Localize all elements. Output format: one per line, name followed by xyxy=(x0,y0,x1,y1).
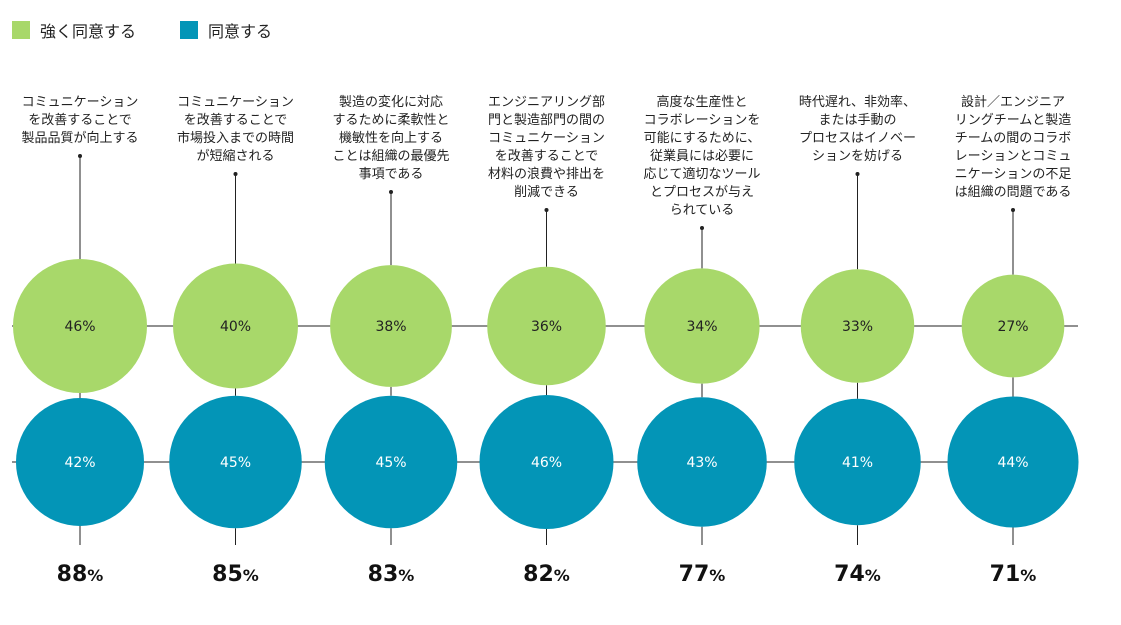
connector-dot xyxy=(389,190,393,194)
bubble-strongly-agree xyxy=(961,274,1065,378)
connector-dot xyxy=(1011,208,1015,212)
legend-swatch-agree xyxy=(180,21,199,39)
legend: 強く同意する 同意する xyxy=(12,18,316,42)
bubble-value-strongly-agree: 34% xyxy=(686,319,717,335)
bubble-agree xyxy=(169,395,302,529)
connector-dot xyxy=(544,208,549,212)
connector-dot xyxy=(233,172,238,176)
total-label: 77% xyxy=(642,562,762,587)
total-unit: % xyxy=(1020,566,1037,585)
bubble-value-agree: 43% xyxy=(686,455,717,471)
total-unit: % xyxy=(242,566,259,585)
bubble-agree xyxy=(324,395,458,529)
connector-dot xyxy=(855,172,860,176)
legend-label-agree: 同意する xyxy=(208,22,273,41)
bubble-value-agree: 45% xyxy=(375,455,406,471)
bubble-strongly-agree xyxy=(800,269,915,383)
category-label: コミュニケーション を改善することで 製品品質が向上する xyxy=(21,95,139,146)
total-value: 85 xyxy=(212,562,243,587)
total-value: 71 xyxy=(989,562,1021,587)
bubble-strongly-agree xyxy=(330,265,452,387)
total-unit: % xyxy=(864,566,881,585)
legend-item-strongly-agree: 強く同意する xyxy=(12,18,136,42)
category-label: 設計／エンジニア リングチームと製造 チームの間のコラボ レーションとコミュ ニ… xyxy=(954,95,1072,200)
total-value: 74 xyxy=(834,562,865,587)
connector-dot xyxy=(78,154,82,158)
bubble-value-strongly-agree: 36% xyxy=(531,319,562,335)
total-label: 71% xyxy=(953,562,1073,587)
bubble-value-agree: 45% xyxy=(220,455,251,471)
bubble-value-agree: 46% xyxy=(531,455,562,471)
bubble-agree xyxy=(479,395,614,529)
bubble-agree xyxy=(637,397,767,527)
total-unit: % xyxy=(553,566,570,585)
connector-dot xyxy=(700,226,704,230)
total-unit: % xyxy=(87,566,104,585)
bubble-value-strongly-agree: 40% xyxy=(220,319,251,335)
bubble-value-agree: 44% xyxy=(997,455,1028,471)
bubble-agree xyxy=(15,397,145,527)
total-label: 82% xyxy=(487,562,607,587)
total-unit: % xyxy=(398,566,415,585)
bubble-value-strongly-agree: 38% xyxy=(375,319,406,335)
category-label: 高度な生産性と コラボレーションを 可能にするために、 従業員には必要に 応じて… xyxy=(643,95,761,218)
bubble-value-agree: 42% xyxy=(64,455,95,471)
bubble-value-strongly-agree: 33% xyxy=(842,319,873,335)
total-label: 88% xyxy=(20,562,140,587)
bubble-value-strongly-agree: 27% xyxy=(997,319,1028,335)
total-value: 88 xyxy=(56,562,88,587)
total-value: 82 xyxy=(523,562,554,587)
legend-item-agree: 同意する xyxy=(180,18,272,42)
total-label: 74% xyxy=(798,562,918,587)
category-label: コミュニケーション を改善することで 市場投入までの時間 が短縮される xyxy=(176,95,294,164)
total-label: 83% xyxy=(331,562,451,587)
legend-label-strongly-agree: 強く同意する xyxy=(40,22,137,41)
total-label: 85% xyxy=(176,562,296,587)
total-unit: % xyxy=(709,566,726,585)
bubble-strongly-agree xyxy=(487,266,606,386)
bubble-value-agree: 41% xyxy=(842,455,873,471)
bubble-value-strongly-agree: 46% xyxy=(64,319,95,335)
total-value: 83 xyxy=(367,562,399,587)
category-label: 時代遅れ、非効率、 または手動の プロセスはイノベー ションを妨げる xyxy=(798,95,917,164)
bubble-strongly-agree xyxy=(173,263,298,389)
bubble-agree xyxy=(947,396,1079,528)
legend-swatch-strongly-agree xyxy=(12,21,30,39)
category-label: 製造の変化に対応 するために柔軟性と 機敏性を向上する ことは組織の最優先 事項… xyxy=(332,95,450,182)
bubble-agree xyxy=(794,398,921,526)
bubble-strongly-agree xyxy=(13,259,147,393)
category-label: エンジニアリング部 門と製造部門の間の コミュニケーション を改善することで 材… xyxy=(487,95,605,200)
total-value: 77 xyxy=(678,562,710,587)
bubble-strongly-agree xyxy=(644,268,760,384)
